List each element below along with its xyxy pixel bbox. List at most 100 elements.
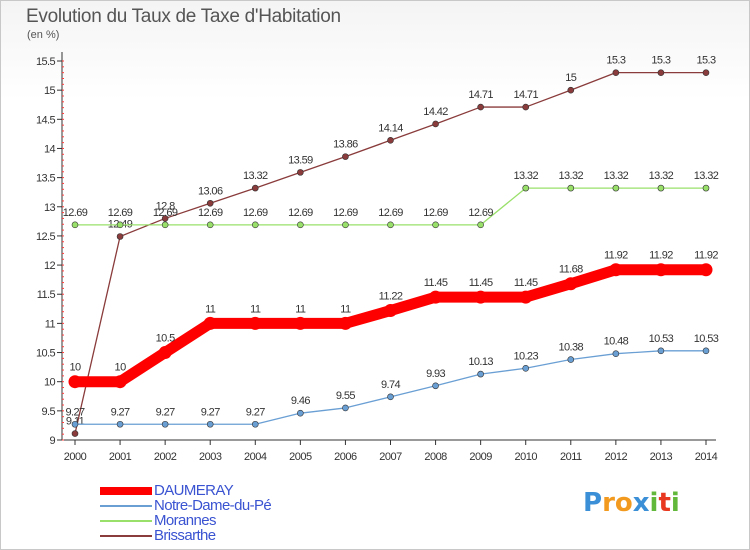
data-point-daumeray: [654, 263, 668, 277]
data-label-morannes: 12.69: [333, 207, 358, 219]
y-tick-label: 12.5: [36, 231, 55, 243]
data-label-daumeray: 11.45: [469, 277, 493, 289]
data-point-notre-dame-du-p-: [342, 404, 349, 412]
legend-swatch-daumeray: [100, 487, 152, 495]
y-tick-label: 9.5: [42, 406, 56, 418]
data-point-notre-dame-du-p-: [567, 356, 575, 363]
x-tick-label: 2009: [469, 451, 492, 463]
data-point-notre-dame-du-p-: [206, 420, 214, 428]
data-point-morannes: [612, 184, 620, 192]
data-point-notre-dame-du-p-: [116, 420, 124, 428]
data-label-brissarthe: 14.14: [378, 122, 403, 134]
data-label-notre-dame-du-p-: 9.55: [336, 390, 355, 402]
data-label-morannes: 13.32: [649, 170, 674, 182]
y-tick-label: 10: [44, 377, 56, 389]
data-label-daumeray: 10: [115, 362, 127, 374]
legend-swatch-notre-dame-du-pe: [100, 505, 152, 507]
data-label-morannes: 12.69: [423, 207, 448, 219]
y-tick-label: 10.5: [36, 348, 55, 360]
data-label-notre-dame-du-p-: 9.46: [291, 395, 310, 407]
data-label-brissarthe: 13.86: [333, 139, 358, 151]
logo-letter: P: [583, 488, 603, 518]
data-point-daumeray: [519, 290, 533, 304]
logo-letter: o: [614, 488, 633, 518]
data-label-daumeray: 11.92: [694, 250, 718, 262]
data-label-notre-dame-du-p-: 9.27: [246, 406, 265, 418]
data-label-brissarthe: 14.42: [423, 106, 448, 118]
data-point-daumeray: [68, 375, 82, 389]
data-point-daumeray: [564, 277, 578, 291]
data-point-daumeray: [338, 316, 352, 330]
data-label-brissarthe: 13.59: [288, 154, 313, 166]
data-label-daumeray: 11: [205, 303, 216, 315]
data-point-morannes: [432, 221, 439, 229]
data-label-brissarthe: 14.71: [468, 89, 493, 101]
data-label-notre-dame-du-p-: 9.93: [426, 368, 445, 380]
x-tick-label: 2014: [695, 451, 718, 463]
data-label-daumeray: 11: [250, 303, 261, 315]
data-point-morannes: [387, 221, 394, 229]
data-point-brissarthe: [206, 199, 214, 207]
data-point-notre-dame-du-p-: [522, 364, 530, 372]
data-point-notre-dame-du-p-: [477, 370, 484, 378]
logo-letter: x: [632, 488, 650, 518]
y-tick-label: 9: [49, 435, 55, 447]
chart-subtitle: (en %): [27, 29, 60, 41]
data-label-morannes: 13.32: [559, 170, 584, 182]
data-point-notre-dame-du-p-: [387, 393, 394, 401]
data-label-notre-dame-du-p-: 10.23: [513, 350, 538, 362]
data-point-notre-dame-du-p-: [251, 420, 259, 428]
data-label-morannes: 12.69: [378, 207, 403, 219]
data-point-notre-dame-du-p-: [612, 350, 620, 358]
data-point-morannes: [477, 221, 484, 229]
legend-label-daumeray: DAUMERAY: [154, 482, 234, 499]
data-point-daumeray: [293, 316, 307, 330]
logo-letter: t: [658, 488, 671, 518]
data-point-morannes: [71, 221, 79, 229]
data-label-daumeray: 11: [295, 303, 306, 315]
data-point-brissarthe: [251, 184, 259, 192]
data-label-brissarthe: 15.3: [696, 55, 715, 67]
data-point-notre-dame-du-p-: [432, 382, 439, 390]
data-point-brissarthe: [161, 215, 169, 222]
data-point-daumeray: [609, 263, 623, 277]
data-label-brissarthe: 13.32: [243, 170, 268, 182]
data-point-brissarthe: [522, 103, 530, 111]
data-label-morannes: 12.69: [288, 207, 313, 219]
data-point-brissarthe: [702, 69, 710, 76]
data-point-morannes: [342, 221, 349, 229]
legend-swatch-morannes: [100, 520, 152, 522]
y-tick-label: 11: [45, 318, 56, 330]
x-tick-label: 2004: [244, 451, 267, 463]
x-tick-label: 2007: [379, 451, 402, 463]
y-tick-label: 15.5: [36, 56, 55, 68]
logo-letter: i: [649, 488, 659, 518]
data-point-notre-dame-du-p-: [161, 420, 169, 428]
data-label-morannes: 12.69: [468, 207, 493, 219]
data-point-morannes: [206, 221, 214, 229]
data-point-notre-dame-du-p-: [702, 347, 710, 355]
x-tick-label: 2010: [514, 451, 537, 463]
data-label-notre-dame-du-p-: 10.38: [559, 342, 584, 354]
data-point-daumeray: [474, 290, 488, 304]
data-point-morannes: [567, 184, 575, 192]
data-label-daumeray: 10: [69, 362, 81, 374]
x-tick-label: 2005: [289, 451, 312, 463]
y-tick-label: 13: [44, 202, 56, 214]
data-label-notre-dame-du-p-: 9.27: [65, 406, 84, 418]
data-label-notre-dame-du-p-: 9.27: [201, 406, 220, 418]
data-label-brissarthe: 13.06: [198, 185, 223, 197]
data-label-daumeray: 11.92: [604, 250, 628, 262]
x-tick-label: 2001: [109, 451, 132, 463]
legend-label-notre-dame-du-pe: Notre-Dame-du-Pé: [154, 497, 272, 514]
data-label-daumeray: 11.92: [649, 250, 673, 262]
legend-swatch-brissarthe: [100, 535, 152, 537]
data-label-daumeray: 11.45: [424, 277, 448, 289]
legend: DAUMERAY Notre-Dame-du-Pé Morannes Briss…: [100, 482, 360, 544]
data-label-morannes: 13.32: [604, 170, 629, 182]
chart-title: Evolution du Taux de Taxe d'Habitation: [26, 6, 341, 27]
x-tick-label: 2008: [424, 451, 447, 463]
proxiti-logo: Proxiti: [583, 488, 680, 518]
data-label-brissarthe: 15: [565, 72, 577, 84]
